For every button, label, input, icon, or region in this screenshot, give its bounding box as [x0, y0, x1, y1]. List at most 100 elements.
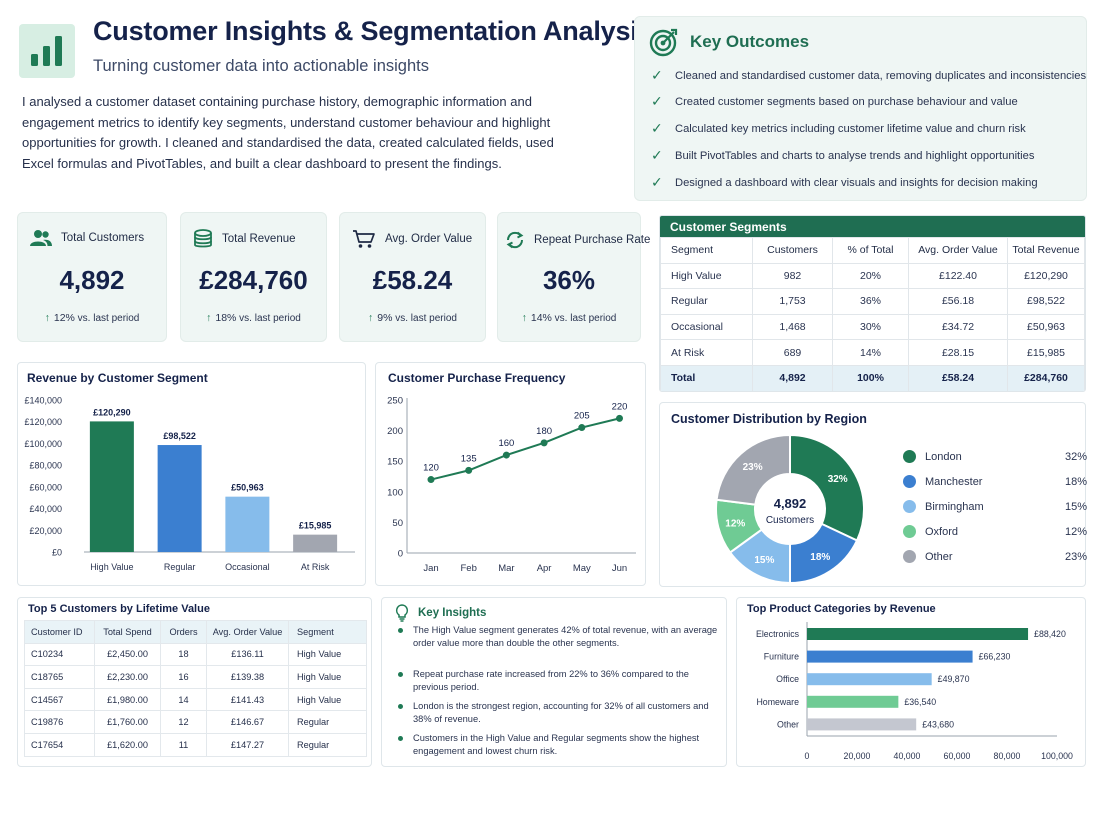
top-customers-table: Top 5 Customers by Lifetime Value Custom… — [17, 597, 372, 767]
data-point — [465, 466, 473, 474]
kpi-value: £58.24 — [372, 265, 453, 295]
slice-label: 23% — [743, 462, 763, 473]
data-label: £36,540 — [904, 697, 936, 707]
outcome-item: ✓ Created customer segments based on purc… — [651, 93, 1018, 109]
y-tick-label: £100,000 — [24, 439, 62, 449]
column-header: Avg. Order Value — [206, 620, 289, 644]
data-point — [540, 439, 548, 447]
y-tick-label: Electronics — [756, 629, 800, 639]
kpi-change: ↑ 9% vs. last period — [368, 312, 457, 324]
table-row: Regular 1,753 36% £56.18 £98,522 — [660, 288, 1085, 315]
x-tick-label: 80,000 — [994, 751, 1021, 761]
legend-item: Other 23% — [903, 550, 1087, 563]
x-tick-label: Regular — [164, 562, 196, 572]
column-header: Customer ID — [24, 620, 95, 644]
legend-item: London 32% — [903, 450, 1087, 463]
x-tick-label: Jan — [423, 563, 438, 574]
target-icon — [649, 28, 678, 57]
y-tick-label: £120,000 — [24, 417, 62, 427]
outcome-item: ✓ Cleaned and standardised customer data,… — [651, 67, 1087, 83]
table-row: C19876 £1,760.00 12 £146.67 Regular — [24, 710, 367, 734]
table-cell: £28.15 — [908, 339, 1008, 366]
data-label: £98,522 — [163, 431, 196, 441]
table-cell: At Risk — [660, 339, 753, 366]
column-header: Total Spend — [94, 620, 161, 644]
bar — [807, 695, 899, 708]
legend-label: Oxford — [925, 525, 959, 538]
table-cell: £56.18 — [908, 288, 1008, 315]
data-label: 160 — [498, 438, 514, 449]
table-row: C14567 £1,980.00 14 £141.43 High Value — [24, 687, 367, 712]
legend-label: London — [925, 450, 962, 463]
table-cell: £2,450.00 — [94, 642, 161, 667]
x-tick-label: Mar — [498, 563, 514, 574]
x-tick-label: 0 — [805, 751, 810, 761]
outcome-item: ✓ Built PivotTables and charts to analyse… — [651, 147, 1035, 163]
x-tick-label: 40,000 — [894, 751, 921, 761]
legend-swatch — [903, 500, 916, 513]
table-cell: C17654 — [24, 732, 95, 757]
table-total-row: Total 4,892 100% £58.24 £284,760 — [660, 364, 1085, 391]
y-tick-label: £20,000 — [29, 526, 62, 536]
table-cell: £15,985 — [1007, 339, 1085, 366]
bar — [89, 421, 134, 552]
legend-swatch — [903, 475, 916, 488]
table-row: C17654 £1,620.00 11 £147.27 Regular — [24, 732, 367, 757]
series-line — [430, 417, 620, 481]
key-outcomes-title: Key Outcomes — [690, 32, 810, 51]
table-cell: 4,892 — [752, 364, 833, 391]
legend-value: 32% — [1064, 450, 1087, 463]
kpi-avg-order-value: Avg. Order Value £58.24 ↑ 9% vs. last per… — [339, 212, 486, 342]
column-header: Segment — [288, 620, 367, 644]
data-point — [616, 414, 623, 422]
column-header: Total Revenue — [1007, 237, 1085, 264]
x-tick-label: 100,000 — [1041, 751, 1073, 761]
table-cell: 16 — [160, 665, 207, 689]
bar — [225, 496, 270, 552]
lightbulb-icon — [395, 604, 409, 622]
purchase-frequency-chart: Customer Purchase Frequency 0 50 100 150 200… — [375, 362, 646, 586]
database-icon — [194, 229, 212, 248]
arrow-up-icon: ↑ — [521, 312, 527, 324]
table-cell: £58.24 — [908, 364, 1008, 391]
users-icon — [30, 230, 52, 246]
table-cell: £120,290 — [1007, 262, 1085, 290]
table-cell: 100% — [832, 364, 909, 391]
table-cell: Regular — [288, 710, 367, 734]
chart-title: Revenue by Customer Segment — [27, 371, 208, 385]
kpi-total-revenue: Total Revenue £284,760 ↑ 18% vs. last per… — [180, 212, 327, 342]
pie-slice — [789, 433, 865, 542]
y-tick-label: 150 — [387, 457, 403, 468]
kpi-change: ↑ 14% vs. last period — [521, 312, 617, 324]
kpi-label: Total Revenue — [222, 233, 296, 245]
legend-label: Manchester — [925, 475, 983, 488]
slice-label: 18% — [810, 552, 830, 563]
data-label: £50,963 — [231, 483, 264, 493]
cart-icon — [353, 230, 375, 248]
arrow-up-icon: ↑ — [368, 312, 374, 324]
legend-item: Birmingham 15% — [903, 500, 1087, 513]
bar — [157, 445, 202, 552]
table-cell: C19876 — [24, 710, 95, 734]
legend-swatch — [903, 525, 916, 538]
y-tick-label: 0 — [398, 549, 403, 560]
x-tick-label: Feb — [461, 563, 477, 574]
table-cell: £284,760 — [1007, 364, 1085, 391]
x-tick-label: 60,000 — [944, 751, 971, 761]
table-cell: High Value — [660, 262, 753, 290]
table-row: C18765 £2,230.00 16 £139.38 High Value — [24, 665, 367, 689]
slice-label: 15% — [754, 555, 774, 566]
data-label: £15,985 — [299, 521, 332, 531]
table-cell: 12 — [160, 710, 207, 734]
legend-value: 18% — [1064, 475, 1087, 488]
kpi-value: 36% — [542, 265, 596, 295]
legend-swatch — [903, 550, 916, 563]
data-label: 180 — [536, 426, 552, 437]
table-cell: £1,760.00 — [94, 710, 161, 734]
column-header: Customers — [752, 237, 833, 264]
data-label: £66,230 — [979, 652, 1011, 662]
data-label: £43,680 — [922, 719, 954, 729]
y-tick-label: £140,000 — [24, 396, 62, 406]
legend-label: Other — [925, 550, 953, 563]
data-point — [578, 424, 586, 432]
